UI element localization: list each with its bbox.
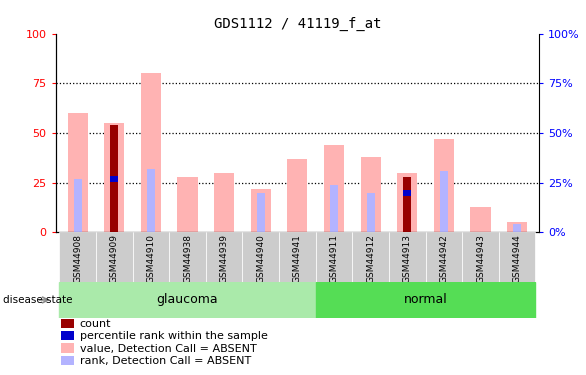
Bar (360, 157, 381, 232)
Title: GDS1112 / 41119_f_at: GDS1112 / 41119_f_at (214, 17, 381, 32)
Bar (403, 190, 411, 196)
Bar (367, 193, 374, 232)
Bar (60, 331, 74, 340)
Text: GSM44912: GSM44912 (366, 234, 375, 283)
Text: GSM44938: GSM44938 (183, 234, 192, 283)
Text: count: count (80, 319, 111, 329)
Text: GSM44939: GSM44939 (220, 234, 229, 283)
Bar (403, 177, 411, 232)
Text: percentile rank within the sample: percentile rank within the sample (80, 332, 268, 342)
FancyBboxPatch shape (169, 232, 206, 282)
Bar (324, 145, 344, 232)
FancyBboxPatch shape (96, 232, 132, 282)
Text: GSM44908: GSM44908 (73, 234, 82, 283)
Bar (110, 125, 118, 232)
Bar (67, 113, 88, 232)
Text: GSM44940: GSM44940 (256, 234, 265, 283)
FancyBboxPatch shape (389, 232, 425, 282)
Text: GSM44910: GSM44910 (146, 234, 155, 283)
FancyBboxPatch shape (59, 232, 96, 282)
FancyBboxPatch shape (206, 232, 243, 282)
Text: GSM44911: GSM44911 (329, 234, 339, 283)
Bar (74, 179, 81, 232)
Text: GSM44943: GSM44943 (476, 234, 485, 283)
Text: value, Detection Call = ABSENT: value, Detection Call = ABSENT (80, 344, 257, 354)
Bar (434, 139, 454, 232)
Bar (104, 123, 124, 232)
Bar (251, 189, 271, 232)
FancyBboxPatch shape (243, 232, 279, 282)
Text: glaucoma: glaucoma (156, 294, 219, 306)
Text: GSM44941: GSM44941 (293, 234, 302, 283)
Text: GSM44942: GSM44942 (440, 234, 448, 283)
Bar (471, 207, 490, 232)
Bar (60, 319, 74, 328)
Bar (287, 159, 308, 232)
Text: disease state: disease state (3, 295, 73, 305)
FancyBboxPatch shape (499, 232, 536, 282)
Bar (147, 169, 155, 232)
Bar (60, 356, 74, 365)
Bar (316, 282, 536, 318)
Bar (397, 173, 417, 232)
Bar (59, 282, 316, 318)
Text: rank, Detection Call = ABSENT: rank, Detection Call = ABSENT (80, 356, 251, 366)
Bar (257, 193, 265, 232)
FancyBboxPatch shape (425, 232, 462, 282)
Bar (507, 222, 527, 232)
Bar (214, 173, 234, 232)
Bar (440, 171, 448, 232)
Bar (110, 176, 118, 182)
Text: GSM44913: GSM44913 (403, 234, 412, 283)
Bar (141, 74, 161, 232)
FancyBboxPatch shape (132, 232, 169, 282)
FancyBboxPatch shape (462, 232, 499, 282)
FancyBboxPatch shape (279, 232, 316, 282)
Text: GSM44909: GSM44909 (110, 234, 119, 283)
Text: normal: normal (404, 294, 448, 306)
Bar (330, 185, 338, 232)
Bar (60, 344, 74, 353)
FancyBboxPatch shape (316, 232, 352, 282)
Text: GSM44944: GSM44944 (513, 234, 522, 283)
Bar (178, 177, 197, 232)
Bar (513, 225, 521, 232)
FancyBboxPatch shape (352, 232, 389, 282)
